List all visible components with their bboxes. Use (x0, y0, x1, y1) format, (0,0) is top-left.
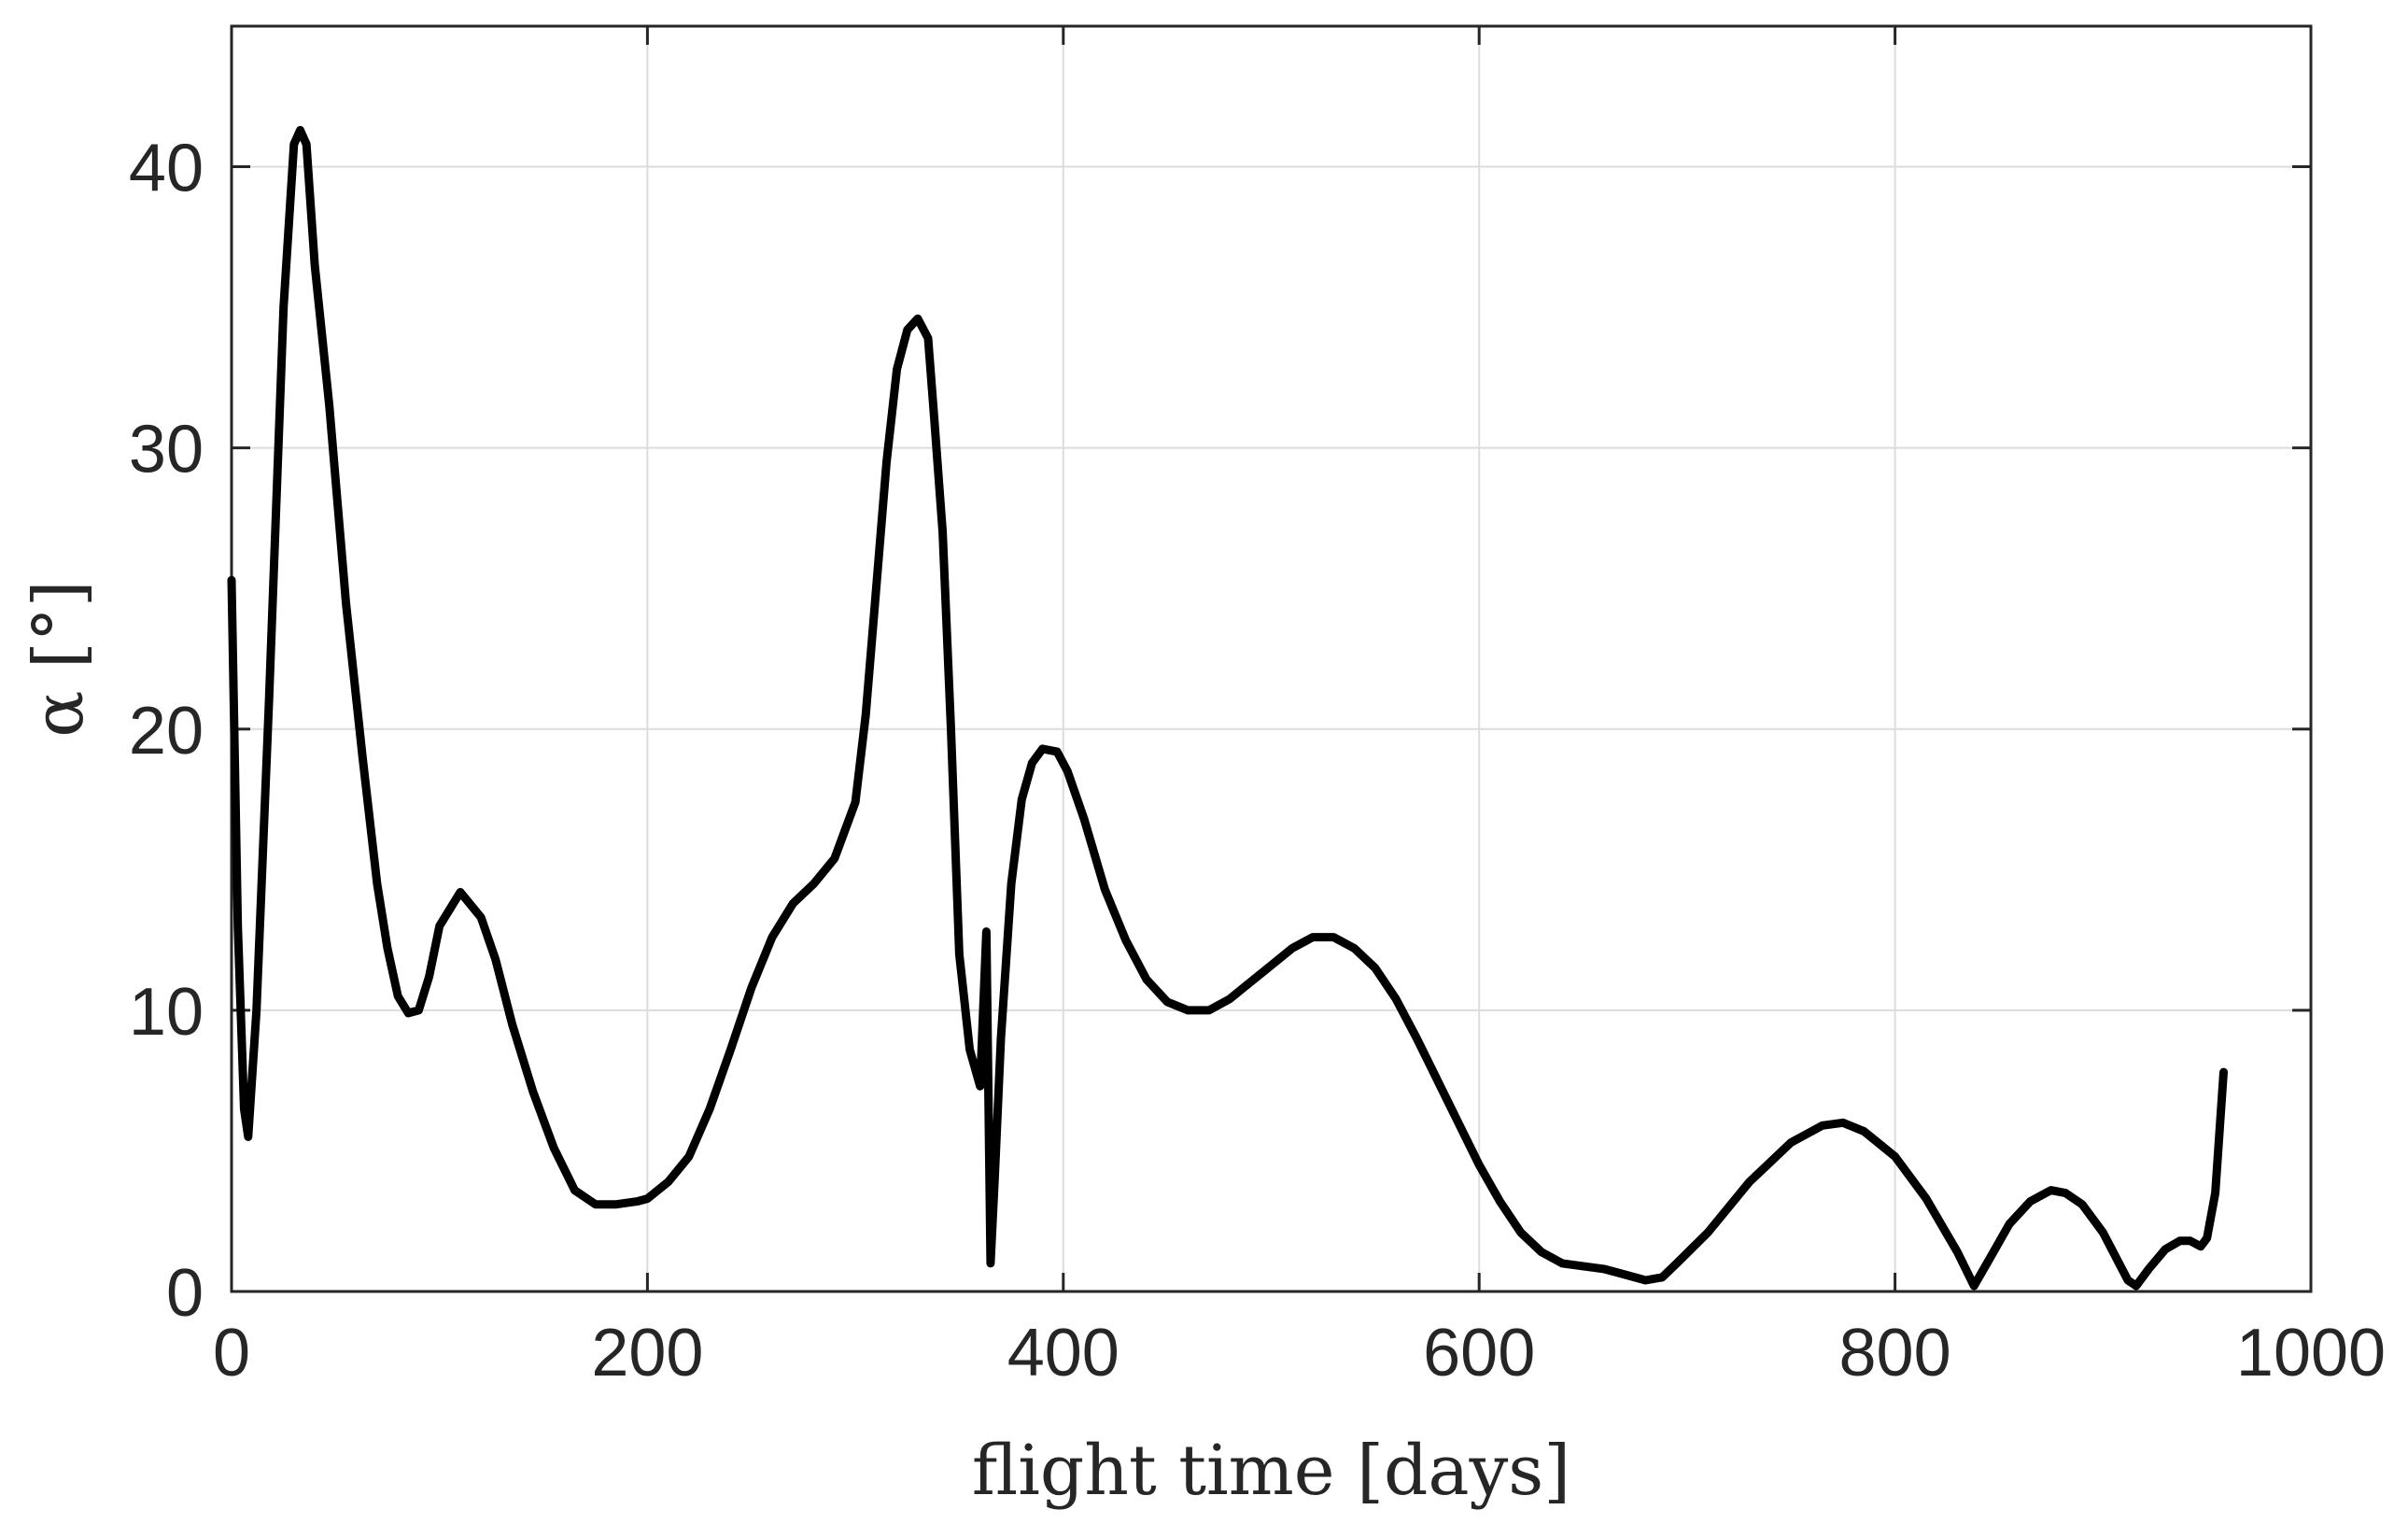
grid-lines (231, 26, 2312, 1292)
y-tick-labels: 0 10 20 30 40 (129, 132, 204, 1331)
x-axis-label: flight time [days] (972, 1431, 1570, 1511)
x-tick-label: 400 (1007, 1316, 1120, 1390)
series-line (227, 125, 2228, 1291)
y-tick-label: 40 (129, 132, 204, 206)
plot-frame (230, 24, 2313, 1293)
y-tick-label: 30 (129, 413, 204, 487)
axis-ticks (230, 26, 2313, 1293)
x-tick-label: 200 (591, 1316, 703, 1390)
series-group (227, 125, 2228, 1291)
x-tick-label: 0 (213, 1316, 250, 1390)
x-tick-label: 1000 (2236, 1316, 2386, 1390)
y-tick-label: 20 (129, 694, 204, 769)
x-tick-label: 800 (1839, 1316, 1951, 1390)
y-tick-label: 0 (166, 1256, 204, 1331)
y-tick-label: 10 (129, 975, 204, 1050)
x-tick-label: 600 (1423, 1316, 1535, 1390)
y-axis-label: α [°] (19, 580, 99, 737)
x-tick-labels: 0 200 400 600 800 1000 (213, 1316, 2386, 1390)
